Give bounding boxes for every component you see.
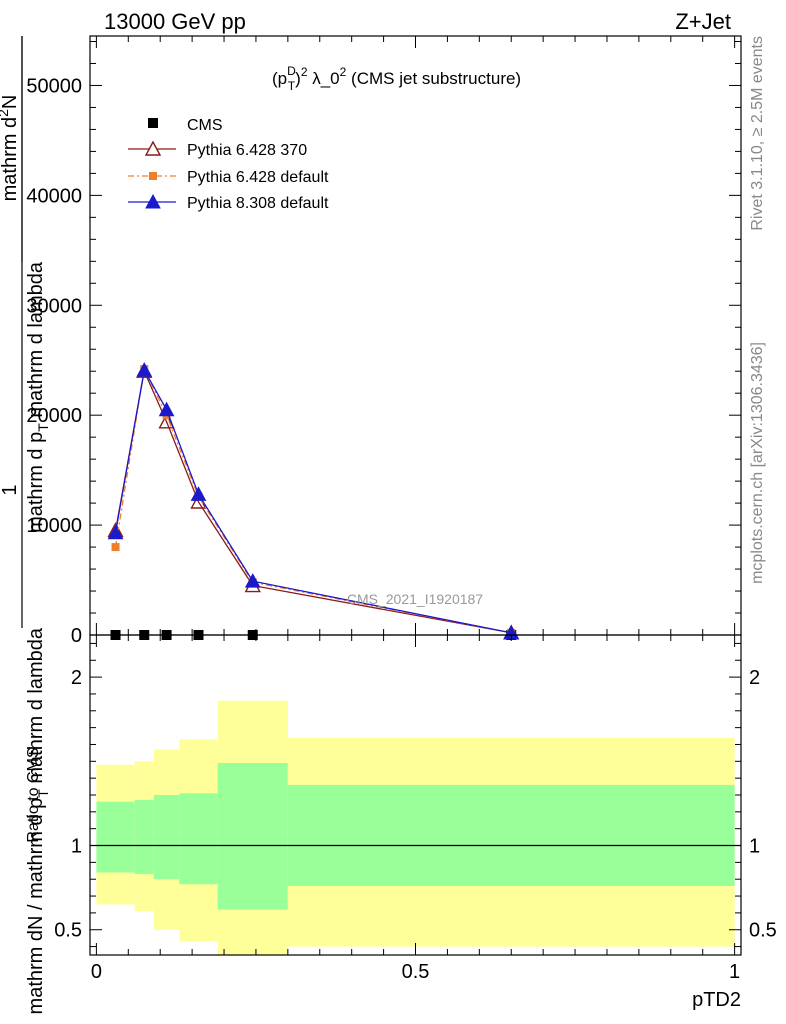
legend-marker-cms [148,118,158,128]
ratio-y-tick-label-right: 2 [749,667,760,689]
header-energy-label: 13000 GeV pp [104,9,246,34]
main-y-tick-label: 40000 [26,185,82,207]
analysis-id-label: CMS_2021_I1920187 [347,591,483,607]
ratio-panel: 0.5 0.51 12 2 0 0.5 1 Ratio to CMS pTD2 [25,634,777,1011]
ratio-inner-band-bin [134,800,154,875]
py8-default-point [190,486,207,501]
main-y-tick-label: 20000 [26,405,82,427]
main-y-tick-label: 50000 [26,75,82,97]
main-y-axis-label: 1 mathrm dN / mathrm d pT mathrm d lambd… [0,36,51,1014]
legend-entry-py6-default: Pythia 6.428 default [128,169,329,186]
y-label-inner-denominator: mathrm d pT mathrm d lambda [25,261,51,533]
main-y-tick-label: 10000 [26,515,82,537]
ratio-inner-band-bin [217,763,288,910]
ratio-y-tick-label-left: 1 [71,836,82,858]
main-y-tick-labels: 0 10000 20000 30000 40000 50000 [26,75,82,647]
legend-entry-cms: CMS [148,117,223,134]
ratio-inner-band-bin [287,784,735,886]
ratio-y-tick-labels: 0.5 0.5 1 1 2 2 [54,667,777,942]
legend-label-cms: CMS [187,117,223,134]
ratio-y-axis-label: Ratio to CMS [25,747,42,842]
legend-marker-py6-370 [144,140,162,156]
ratio-y-tick-label-left: 0.5 [54,920,82,942]
ratio-inner-band-bin [153,795,180,880]
main-panel: 0 10000 20000 30000 40000 50000 (pD T)2 λ_02 (… [0,35,742,1014]
legend-entry-py6-370: Pythia 6.428 370 [128,140,307,159]
py8-default-point [136,362,153,377]
ratio-y-tick-label-right: 0.5 [749,920,777,942]
ratio-y-tick-label-left: 2 [71,667,82,689]
y-label-numerator-one: 1 [0,484,21,495]
y-label-inner-numerator: mathrm d2N [0,95,21,202]
legend-label-py8-default: Pythia 8.308 default [187,195,329,212]
main-y-tick-label: 30000 [26,295,82,317]
py6-370-point [158,413,175,429]
py8-default-point [244,573,261,588]
ratio-ticks [90,635,741,955]
py6-default-point [111,543,120,552]
x-tick-label: 0 [91,961,102,983]
legend-entry-py8-default: Pythia 8.308 default [128,193,329,212]
x-tick-label: 1 [729,961,740,983]
legend-marker-py6-default [149,172,157,180]
py8-default-point [158,401,175,417]
rivet-version-label: Rivet 3.1.10, ≥ 2.5M events [749,36,766,231]
y-label-denominator: mathrm dN / mathrm d pT mathrm d lambda [25,627,51,1014]
legend-label-py6-370: Pythia 6.428 370 [187,142,307,159]
ratio-inner-band-bin [96,801,135,873]
legend-marker-py8-default [145,193,161,209]
ratio-y-tick-label-right: 1 [749,836,760,858]
ratio-frame [89,634,742,956]
main-y-tick-label: 0 [71,625,82,647]
chart-title: (pD T)2 λ_02 (CMS jet substructure) [272,64,521,93]
series-line-3 [114,368,512,634]
legend-label-py6-default: Pythia 6.428 default [187,169,329,186]
ratio-x-tick-labels: 0 0.5 1 [91,961,740,983]
ratio-uncertainty-bands [96,700,735,955]
x-tick-label: 0.5 [402,961,430,983]
py8-default-point [107,524,124,540]
legend: CMS Pythia 6.428 370 Pythia 6.428 defaul… [128,117,329,212]
ratio-inner-band-bin [179,793,218,885]
x-axis-label: pTD2 [692,989,741,1011]
mcplots-credit-label: mcplots.cern.ch [arXiv:1306.3436] [749,342,766,584]
header-process-label: Z+Jet [675,9,731,34]
